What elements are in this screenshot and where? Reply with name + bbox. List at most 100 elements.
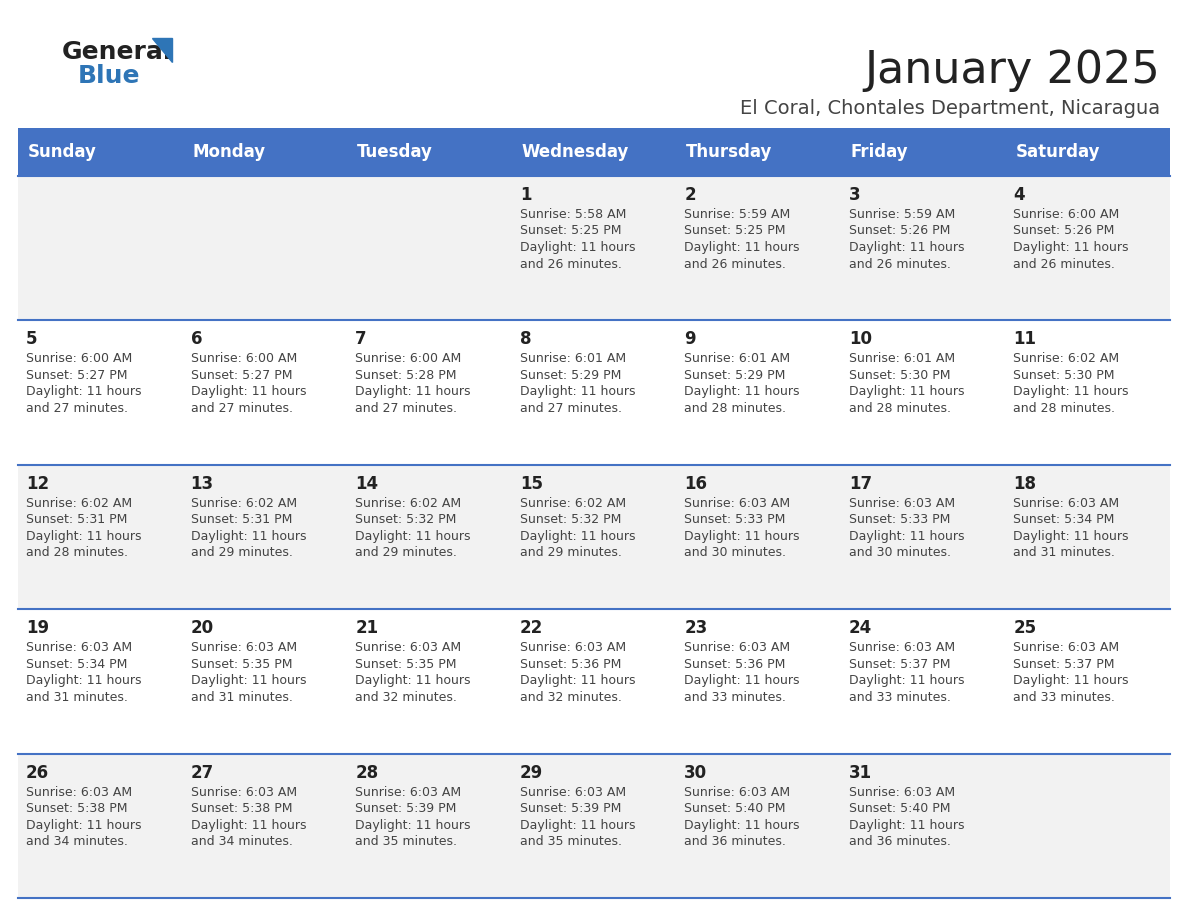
Text: and 26 minutes.: and 26 minutes. — [519, 258, 621, 271]
Text: Sunrise: 6:01 AM: Sunrise: 6:01 AM — [519, 353, 626, 365]
Bar — [18, 465, 1170, 610]
Text: Daylight: 11 hours: Daylight: 11 hours — [684, 241, 800, 254]
Text: and 30 minutes.: and 30 minutes. — [684, 546, 786, 559]
Text: Sunrise: 5:59 AM: Sunrise: 5:59 AM — [849, 208, 955, 221]
Text: and 27 minutes.: and 27 minutes. — [26, 402, 128, 415]
Text: and 26 minutes.: and 26 minutes. — [849, 258, 950, 271]
Text: Daylight: 11 hours: Daylight: 11 hours — [849, 386, 965, 398]
Text: Sunset: 5:35 PM: Sunset: 5:35 PM — [355, 657, 456, 671]
Text: and 28 minutes.: and 28 minutes. — [26, 546, 128, 559]
Text: 6: 6 — [190, 330, 202, 349]
Text: and 27 minutes.: and 27 minutes. — [519, 402, 621, 415]
Bar — [18, 610, 1170, 754]
Text: Daylight: 11 hours: Daylight: 11 hours — [190, 819, 307, 832]
Text: Sunrise: 6:03 AM: Sunrise: 6:03 AM — [849, 641, 955, 655]
Text: 22: 22 — [519, 620, 543, 637]
Text: Wednesday: Wednesday — [522, 143, 630, 161]
Text: 24: 24 — [849, 620, 872, 637]
Text: Daylight: 11 hours: Daylight: 11 hours — [355, 530, 470, 543]
Text: Daylight: 11 hours: Daylight: 11 hours — [684, 674, 800, 688]
Text: Sunrise: 6:01 AM: Sunrise: 6:01 AM — [684, 353, 790, 365]
Text: Sunrise: 6:03 AM: Sunrise: 6:03 AM — [26, 786, 132, 799]
Text: Daylight: 11 hours: Daylight: 11 hours — [684, 530, 800, 543]
Text: Sunrise: 6:03 AM: Sunrise: 6:03 AM — [519, 786, 626, 799]
Text: Sunrise: 6:03 AM: Sunrise: 6:03 AM — [26, 641, 132, 655]
Text: Daylight: 11 hours: Daylight: 11 hours — [519, 674, 636, 688]
Text: and 36 minutes.: and 36 minutes. — [849, 835, 950, 848]
Text: Saturday: Saturday — [1016, 143, 1100, 161]
Text: Daylight: 11 hours: Daylight: 11 hours — [26, 674, 141, 688]
Text: and 31 minutes.: and 31 minutes. — [26, 690, 128, 704]
Text: Sunrise: 6:02 AM: Sunrise: 6:02 AM — [1013, 353, 1119, 365]
Text: Sunset: 5:36 PM: Sunset: 5:36 PM — [519, 657, 621, 671]
Text: 2: 2 — [684, 186, 696, 204]
Text: and 35 minutes.: and 35 minutes. — [519, 835, 621, 848]
Text: Sunrise: 6:01 AM: Sunrise: 6:01 AM — [849, 353, 955, 365]
Text: and 31 minutes.: and 31 minutes. — [190, 690, 292, 704]
Text: Sunrise: 5:58 AM: Sunrise: 5:58 AM — [519, 208, 626, 221]
Text: and 34 minutes.: and 34 minutes. — [26, 835, 128, 848]
Text: and 32 minutes.: and 32 minutes. — [519, 690, 621, 704]
Text: and 28 minutes.: and 28 minutes. — [684, 402, 786, 415]
Text: Friday: Friday — [851, 143, 909, 161]
Bar — [18, 754, 1170, 898]
Text: 5: 5 — [26, 330, 38, 349]
Text: Daylight: 11 hours: Daylight: 11 hours — [190, 530, 307, 543]
Text: Sunset: 5:33 PM: Sunset: 5:33 PM — [684, 513, 785, 526]
Text: and 33 minutes.: and 33 minutes. — [684, 690, 786, 704]
Text: Daylight: 11 hours: Daylight: 11 hours — [26, 530, 141, 543]
Text: Daylight: 11 hours: Daylight: 11 hours — [355, 386, 470, 398]
Text: 18: 18 — [1013, 475, 1036, 493]
Text: Sunrise: 6:02 AM: Sunrise: 6:02 AM — [26, 497, 132, 509]
Text: 9: 9 — [684, 330, 696, 349]
Text: Daylight: 11 hours: Daylight: 11 hours — [26, 819, 141, 832]
Text: Daylight: 11 hours: Daylight: 11 hours — [355, 819, 470, 832]
Text: and 33 minutes.: and 33 minutes. — [1013, 690, 1116, 704]
Text: El Coral, Chontales Department, Nicaragua: El Coral, Chontales Department, Nicaragu… — [740, 98, 1159, 118]
Text: 7: 7 — [355, 330, 367, 349]
Text: Daylight: 11 hours: Daylight: 11 hours — [519, 241, 636, 254]
Polygon shape — [152, 38, 172, 62]
Text: 30: 30 — [684, 764, 707, 781]
Text: Sunrise: 6:03 AM: Sunrise: 6:03 AM — [849, 786, 955, 799]
Text: and 27 minutes.: and 27 minutes. — [190, 402, 292, 415]
Text: Sunset: 5:31 PM: Sunset: 5:31 PM — [26, 513, 127, 526]
Text: Sunrise: 6:03 AM: Sunrise: 6:03 AM — [355, 786, 461, 799]
Text: Sunset: 5:40 PM: Sunset: 5:40 PM — [684, 802, 785, 815]
Text: 13: 13 — [190, 475, 214, 493]
Text: 17: 17 — [849, 475, 872, 493]
Text: 20: 20 — [190, 620, 214, 637]
Text: and 30 minutes.: and 30 minutes. — [849, 546, 950, 559]
Text: 26: 26 — [26, 764, 49, 781]
Text: Sunrise: 6:03 AM: Sunrise: 6:03 AM — [1013, 497, 1119, 509]
Text: Sunset: 5:34 PM: Sunset: 5:34 PM — [1013, 513, 1114, 526]
Text: Sunrise: 6:00 AM: Sunrise: 6:00 AM — [1013, 208, 1119, 221]
Bar — [18, 320, 1170, 465]
Text: Sunset: 5:33 PM: Sunset: 5:33 PM — [849, 513, 950, 526]
Text: and 35 minutes.: and 35 minutes. — [355, 835, 457, 848]
Text: Sunrise: 6:02 AM: Sunrise: 6:02 AM — [190, 497, 297, 509]
Text: Daylight: 11 hours: Daylight: 11 hours — [1013, 241, 1129, 254]
Text: Sunset: 5:40 PM: Sunset: 5:40 PM — [849, 802, 950, 815]
Text: Daylight: 11 hours: Daylight: 11 hours — [849, 819, 965, 832]
Text: Sunrise: 6:00 AM: Sunrise: 6:00 AM — [190, 353, 297, 365]
Bar — [18, 176, 1170, 320]
Text: Sunset: 5:29 PM: Sunset: 5:29 PM — [519, 369, 621, 382]
Text: 28: 28 — [355, 764, 378, 781]
Text: 25: 25 — [1013, 620, 1037, 637]
Text: Sunrise: 6:00 AM: Sunrise: 6:00 AM — [355, 353, 461, 365]
Text: Sunrise: 6:03 AM: Sunrise: 6:03 AM — [684, 497, 790, 509]
Text: January 2025: January 2025 — [864, 49, 1159, 92]
Text: Sunrise: 6:03 AM: Sunrise: 6:03 AM — [849, 497, 955, 509]
Text: 27: 27 — [190, 764, 214, 781]
Text: Sunrise: 6:03 AM: Sunrise: 6:03 AM — [684, 786, 790, 799]
Text: Daylight: 11 hours: Daylight: 11 hours — [519, 530, 636, 543]
Text: Daylight: 11 hours: Daylight: 11 hours — [849, 674, 965, 688]
Text: Sunset: 5:37 PM: Sunset: 5:37 PM — [1013, 657, 1114, 671]
Text: Daylight: 11 hours: Daylight: 11 hours — [1013, 386, 1129, 398]
Text: Sunset: 5:26 PM: Sunset: 5:26 PM — [1013, 225, 1114, 238]
Text: Sunset: 5:27 PM: Sunset: 5:27 PM — [26, 369, 127, 382]
Text: Daylight: 11 hours: Daylight: 11 hours — [1013, 530, 1129, 543]
Text: Daylight: 11 hours: Daylight: 11 hours — [684, 386, 800, 398]
Text: 14: 14 — [355, 475, 378, 493]
